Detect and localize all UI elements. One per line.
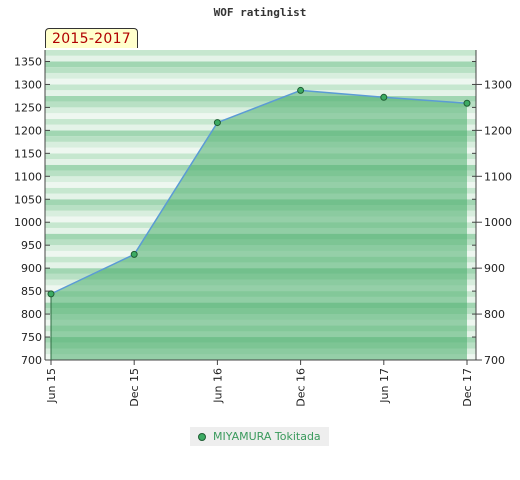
background-band [45, 67, 476, 73]
y-tick-label-left: 1050 [14, 193, 42, 206]
y-tick-label-left: 1350 [14, 55, 42, 68]
x-tick-label: Dec 16 [295, 368, 308, 407]
period-badge: 2015-2017 [45, 28, 139, 48]
y-tick-label-left: 950 [21, 239, 42, 252]
data-point-marker [213, 119, 221, 127]
y-tick-label-left: 750 [21, 331, 42, 344]
x-tick-label: Dec 15 [128, 368, 141, 407]
y-tick-label-left: 900 [21, 262, 42, 275]
y-tick-label-left: 1000 [14, 216, 42, 229]
x-tick-label: Dec 17 [461, 368, 474, 407]
y-axis-right-ticks: 700 800 900 1000 1100 1200 1300 [472, 60, 512, 367]
y-tick-label-left: 1100 [14, 170, 42, 183]
y-tick-label-right: 1200 [484, 124, 512, 137]
background-band [45, 90, 476, 96]
y-tick-label-right: 900 [484, 262, 505, 275]
y-tick-label-left: 1150 [14, 147, 42, 160]
data-point-marker [297, 86, 305, 94]
y-tick-label-left: 800 [21, 308, 42, 321]
y-tick-label-right: 800 [484, 308, 505, 321]
y-tick-label-right: 1300 [484, 78, 512, 91]
series-area-fill [51, 90, 467, 360]
y-tick-label-right: 1100 [484, 170, 512, 183]
series-line [50, 89, 468, 360]
background-band [45, 101, 476, 108]
x-tick-label: Jun 17 [378, 368, 391, 404]
legend-marker-icon [198, 432, 206, 441]
y-tick-label-right: 1000 [484, 216, 512, 229]
background-band [45, 78, 476, 85]
y-tick-label-left: 1300 [14, 78, 42, 91]
data-point-marker [47, 290, 55, 298]
y-tick-label-left: 850 [21, 285, 42, 298]
data-point-marker [380, 93, 388, 101]
data-point-marker [463, 99, 471, 107]
x-axis-ticks: Jun 15 Dec 15 Jun 16 Dec 16 Jun 17 Dec 17 [45, 360, 474, 407]
background-band [45, 50, 476, 56]
series-markers [47, 86, 471, 298]
background-band [45, 84, 476, 91]
chart-title: WOF ratinglist [213, 6, 307, 19]
background-band [45, 95, 476, 102]
background-band [45, 72, 476, 79]
y-tick-label-left: 1250 [14, 101, 42, 114]
series-line-path [50, 89, 468, 295]
legend: MIYAMURA Tokitada [190, 427, 329, 446]
x-tick-label: Jun 15 [45, 368, 58, 404]
y-axis-left-ticks: 700 750 800 850 900 950 1000 1050 1100 1150 1200 12… [14, 55, 50, 367]
y-tick-label-left: 1200 [14, 124, 42, 137]
background-band [45, 61, 476, 68]
data-point-marker [130, 250, 138, 258]
series-area [51, 90, 467, 360]
y-tick-label-right: 700 [484, 354, 505, 367]
background-band [45, 55, 476, 62]
legend-label: MIYAMURA Tokitada [213, 430, 321, 443]
y-tick-label-left: 700 [21, 354, 42, 367]
axes [44, 50, 477, 361]
x-tick-label: Jun 16 [211, 368, 224, 404]
